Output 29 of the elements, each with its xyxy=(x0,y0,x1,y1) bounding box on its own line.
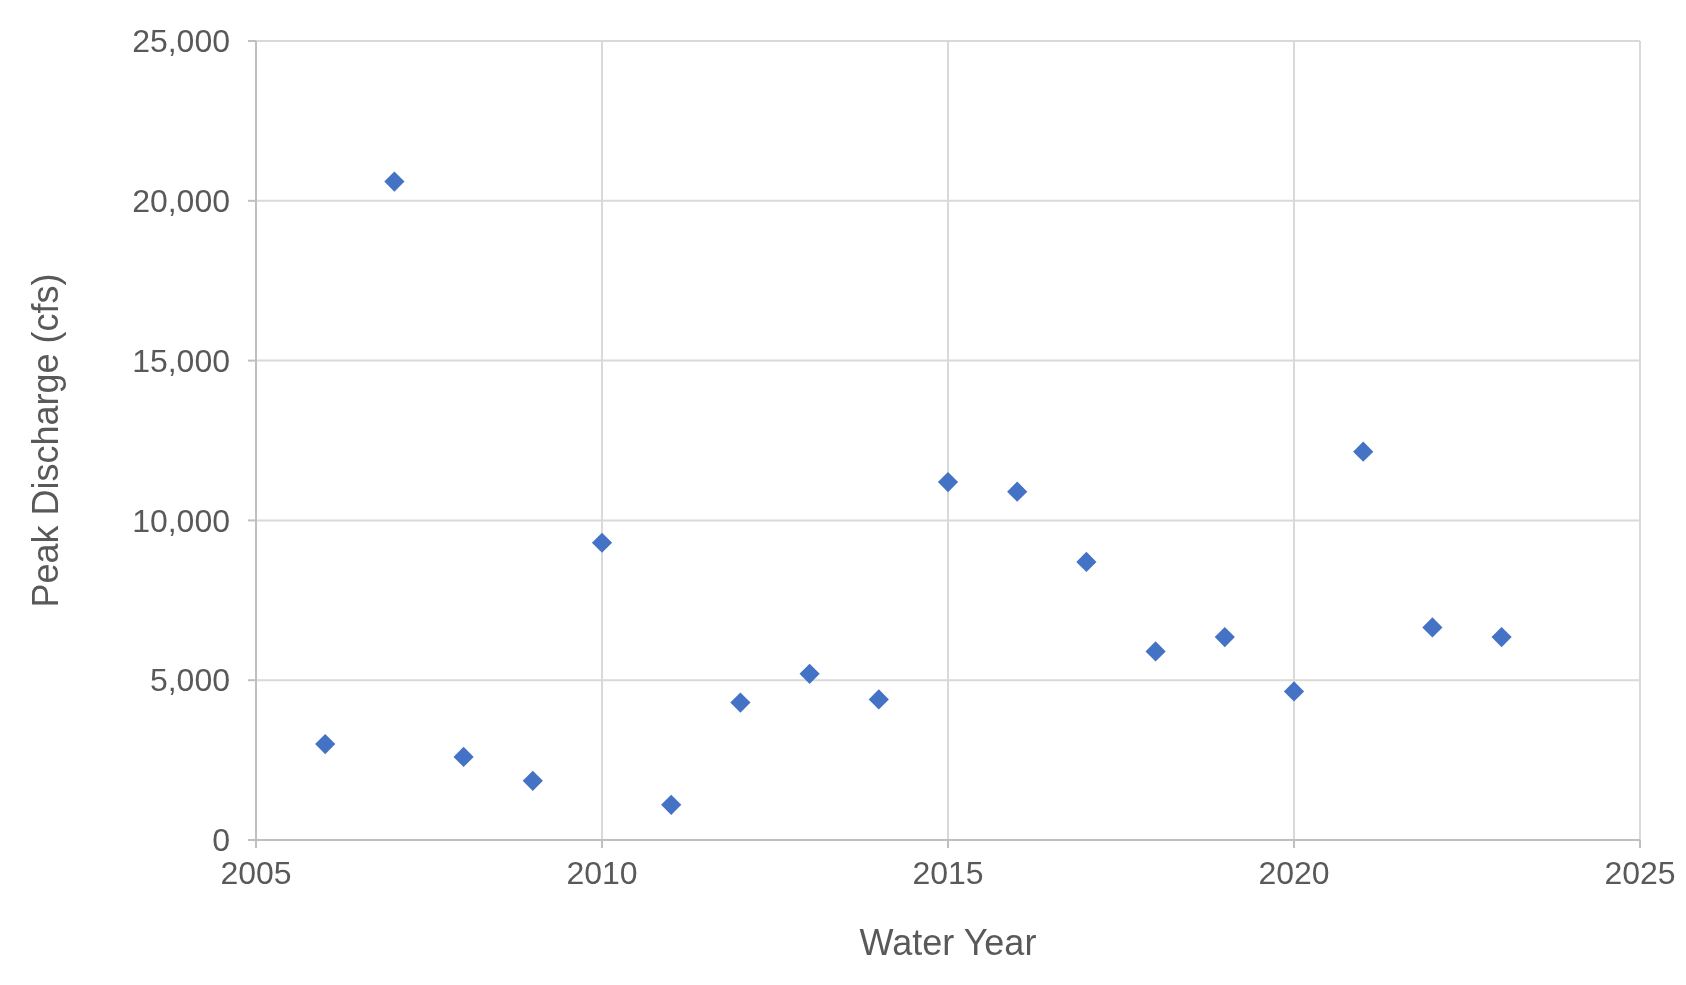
point xyxy=(1214,626,1235,648)
point xyxy=(1076,551,1097,573)
point xyxy=(1353,441,1374,462)
y-axis-title: Peak Discharge (cfs) xyxy=(25,273,66,608)
y-tick-label: 20,000 xyxy=(132,183,230,219)
point xyxy=(868,689,889,710)
x-axis-title: Water Year xyxy=(859,922,1037,963)
y-tick-label: 10,000 xyxy=(132,502,230,539)
point xyxy=(1145,641,1166,662)
x-tick-label: 2025 xyxy=(1604,855,1676,891)
point xyxy=(661,794,682,815)
point xyxy=(591,532,613,553)
y-tick-label: 15,000 xyxy=(132,342,230,379)
y-tick-label: 25,000 xyxy=(132,23,230,60)
x-tick-label: 2010 xyxy=(566,855,638,891)
point xyxy=(522,770,543,791)
point xyxy=(937,471,959,493)
point xyxy=(730,692,751,713)
point xyxy=(1491,626,1512,648)
point xyxy=(1007,481,1028,502)
y-tick-label: 5,000 xyxy=(149,662,230,699)
point xyxy=(315,734,336,755)
point xyxy=(1422,617,1443,638)
x-tick-label: 2015 xyxy=(912,855,984,891)
point xyxy=(799,663,820,684)
point xyxy=(384,171,405,192)
point xyxy=(453,746,474,767)
point xyxy=(1283,681,1305,702)
x-tick-label: 2020 xyxy=(1258,855,1330,891)
